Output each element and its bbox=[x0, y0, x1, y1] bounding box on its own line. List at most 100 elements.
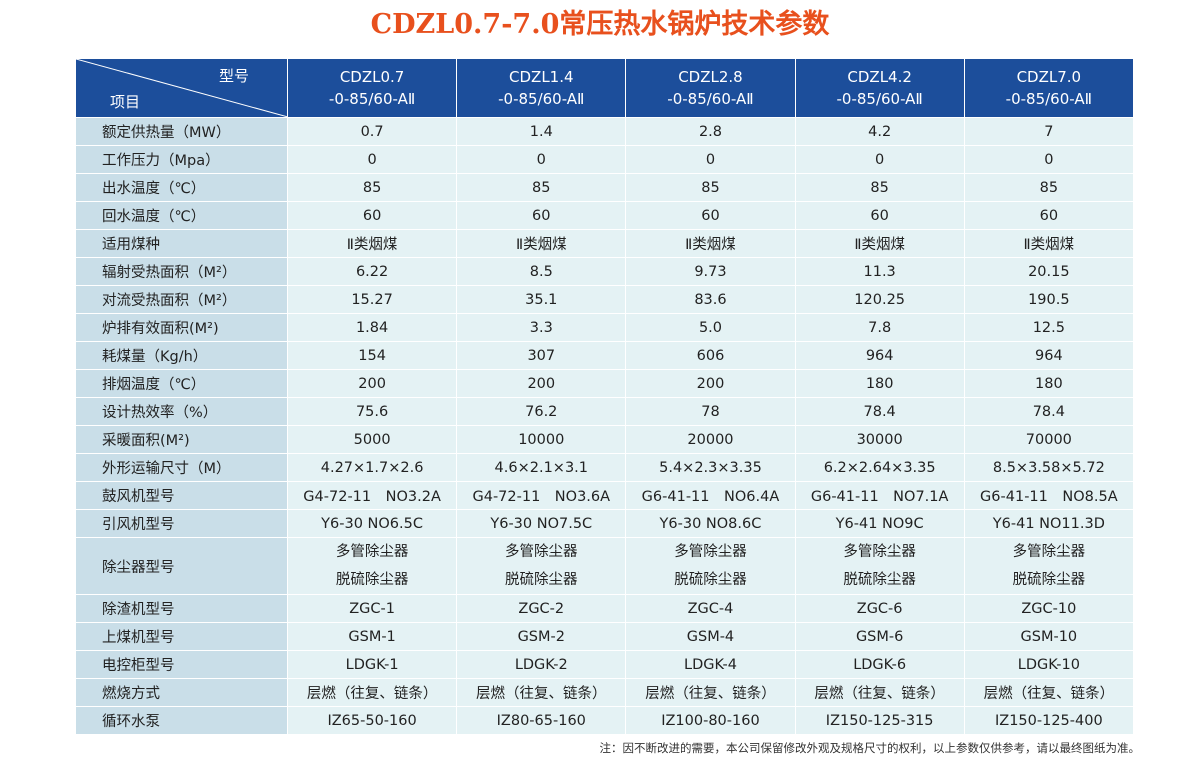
value-cell: 0.7 bbox=[286, 117, 458, 146]
value-cell: 15.27 bbox=[286, 285, 458, 314]
value-cell: 85 bbox=[625, 173, 796, 202]
row-label: 出水温度（℃） bbox=[75, 173, 288, 202]
value-cell: 200 bbox=[456, 369, 627, 398]
table-row: 耗煤量（Kg/h） 154 307 606 964 964 bbox=[75, 341, 1134, 370]
dust-collector-type: 多管除尘器 bbox=[335, 544, 409, 560]
row-label: 对流受热面积（M²） bbox=[75, 285, 288, 314]
value-cell: GSM-4 bbox=[625, 622, 796, 651]
value-cell: IZ65-50-160 bbox=[286, 706, 458, 735]
table-row: 回水温度（℃） 60 60 60 60 60 bbox=[75, 201, 1134, 230]
value-cell: IZ150-125-315 bbox=[794, 706, 965, 735]
corner-diagonal-line bbox=[76, 59, 288, 117]
row-label: 设计热效率（%） bbox=[75, 397, 288, 426]
model-name: CDZL0.7 bbox=[339, 68, 405, 86]
table-row: 燃烧方式 层燃（往复、链条） 层燃（往复、链条） 层燃（往复、链条） 层燃（往复、链条）… bbox=[75, 678, 1134, 707]
row-label: 回水温度（℃） bbox=[75, 201, 288, 230]
value-cell: Ⅱ类烟煤 bbox=[286, 229, 458, 258]
table-row: 上煤机型号 GSM-1 GSM-2 GSM-4 GSM-6 GSM-10 bbox=[75, 622, 1134, 651]
value-cell: GSM-2 bbox=[456, 622, 627, 651]
value-cell: Ⅱ类烟煤 bbox=[794, 229, 965, 258]
table-row: 设计热效率（%） 75.6 76.2 78 78.4 78.4 bbox=[75, 397, 1134, 426]
value-cell: GSM-6 bbox=[794, 622, 965, 651]
value-cell: 606 bbox=[625, 341, 796, 370]
value-cell: 83.6 bbox=[625, 285, 796, 314]
value-cell: Ⅱ类烟煤 bbox=[963, 229, 1134, 258]
footnote: 注：因不断改进的需要，本公司保留修改外观及规格尺寸的权利，以上参数仅供参考，请以… bbox=[599, 741, 1141, 755]
value-cell: 964 bbox=[794, 341, 965, 370]
value-cell: ZGC-4 bbox=[625, 594, 796, 623]
item-corner-label: 项目 bbox=[110, 93, 141, 111]
value-cell: 多管除尘器 脱硫除尘器 bbox=[625, 537, 796, 595]
table-row: 采暖面积(M²) 5000 10000 20000 30000 70000 bbox=[75, 425, 1134, 454]
value-cell: 0 bbox=[963, 145, 1134, 174]
value-cell: 6.2×2.64×3.35 bbox=[794, 453, 965, 482]
value-cell: 7.8 bbox=[794, 313, 965, 342]
value-cell: 层燃（往复、链条） bbox=[625, 678, 796, 707]
model-name: CDZL4.2 bbox=[847, 68, 912, 86]
dust-collector-type: 多管除尘器 bbox=[505, 544, 578, 560]
model-suffix: -0-85/60-AⅡ bbox=[1005, 90, 1092, 108]
value-cell: 30000 bbox=[794, 425, 965, 454]
model-suffix: -0-85/60-AⅡ bbox=[836, 90, 923, 108]
value-cell: 10000 bbox=[456, 425, 627, 454]
dust-collector-type: 脱硫除尘器 bbox=[1012, 572, 1086, 588]
value-cell: LDGK-10 bbox=[963, 650, 1134, 679]
value-cell: 5000 bbox=[286, 425, 458, 454]
value-cell: G6-41-11 NO6.4A bbox=[625, 481, 796, 510]
table-row: 电控柜型号 LDGK-1 LDGK-2 LDGK-4 LDGK-6 LDGK-10 bbox=[75, 650, 1134, 679]
value-cell: 60 bbox=[963, 201, 1134, 230]
row-label: 采暖面积(M²) bbox=[75, 425, 288, 454]
value-cell: 76.2 bbox=[456, 397, 627, 426]
dust-collector-type: 脱硫除尘器 bbox=[843, 572, 916, 588]
corner-header-cell: 型号 项目 bbox=[75, 58, 288, 118]
value-cell: 多管除尘器 脱硫除尘器 bbox=[286, 537, 458, 595]
row-label: 除渣机型号 bbox=[75, 594, 288, 623]
value-cell: 4.6×2.1×3.1 bbox=[456, 453, 627, 482]
value-cell: 9.73 bbox=[625, 257, 796, 286]
header-row: 型号 项目 CDZL0.7 -0-85/60-AⅡ CDZL1.4 -0-85/60… bbox=[75, 58, 1134, 118]
row-label: 外形运输尺寸（M） bbox=[75, 453, 288, 482]
row-label: 排烟温度（℃） bbox=[75, 369, 288, 398]
model-corner-label: 型号 bbox=[218, 67, 249, 85]
row-label: 工作压力（Mpa） bbox=[75, 145, 288, 174]
value-cell: ZGC-1 bbox=[286, 594, 458, 623]
value-cell: 85 bbox=[456, 173, 627, 202]
model-suffix: -0-85/60-AⅡ bbox=[498, 90, 585, 108]
model-header-cell: CDZL2.8 -0-85/60-AⅡ bbox=[625, 58, 796, 118]
row-label: 循环水泵 bbox=[75, 706, 288, 735]
value-cell: 964 bbox=[963, 341, 1134, 370]
row-label: 引风机型号 bbox=[75, 509, 288, 538]
row-label: 鼓风机型号 bbox=[75, 481, 288, 510]
value-cell: 78 bbox=[625, 397, 796, 426]
value-cell: 85 bbox=[794, 173, 965, 202]
value-cell: 120.25 bbox=[794, 285, 965, 314]
value-cell: 层燃（往复、链条） bbox=[286, 678, 458, 707]
value-cell: 8.5 bbox=[456, 257, 627, 286]
value-cell: 85 bbox=[963, 173, 1134, 202]
table-row: 辐射受热面积（M²） 6.22 8.5 9.73 11.3 20.15 bbox=[75, 257, 1134, 286]
value-cell: Y6-30 NO6.5C bbox=[286, 509, 458, 538]
value-cell: ZGC-10 bbox=[963, 594, 1134, 623]
value-cell: G6-41-11 NO7.1A bbox=[794, 481, 965, 510]
table-row: 引风机型号 Y6-30 NO6.5C Y6-30 NO7.5C Y6-30 NO8.6… bbox=[75, 509, 1134, 538]
value-cell: 5.4×2.3×3.35 bbox=[625, 453, 796, 482]
value-cell: 60 bbox=[625, 201, 796, 230]
row-label: 辐射受热面积（M²） bbox=[75, 257, 288, 286]
value-cell: 0 bbox=[625, 145, 796, 174]
value-cell: 190.5 bbox=[963, 285, 1134, 314]
row-label: 耗煤量（Kg/h） bbox=[75, 341, 288, 370]
model-header-cell: CDZL1.4 -0-85/60-AⅡ bbox=[456, 58, 627, 118]
value-cell: G4-72-11 NO3.6A bbox=[456, 481, 627, 510]
table-row: 额定供热量（MW） 0.7 1.4 2.8 4.2 7 bbox=[75, 117, 1134, 146]
dust-collector-type: 多管除尘器 bbox=[674, 544, 747, 560]
value-cell: 多管除尘器 脱硫除尘器 bbox=[456, 537, 627, 595]
row-label: 电控柜型号 bbox=[75, 650, 288, 679]
value-cell: 2.8 bbox=[625, 117, 796, 146]
value-cell: 60 bbox=[794, 201, 965, 230]
value-cell: 20.15 bbox=[963, 257, 1134, 286]
model-header-cell: CDZL7.0 -0-85/60-AⅡ bbox=[963, 58, 1134, 118]
value-cell: Y6-41 NO11.3D bbox=[963, 509, 1134, 538]
value-cell: 12.5 bbox=[963, 313, 1134, 342]
value-cell: Y6-30 NO7.5C bbox=[456, 509, 627, 538]
table-row: 鼓风机型号 G4-72-11 NO3.2A G4-72-11 NO3.6A G6-41… bbox=[75, 481, 1134, 510]
